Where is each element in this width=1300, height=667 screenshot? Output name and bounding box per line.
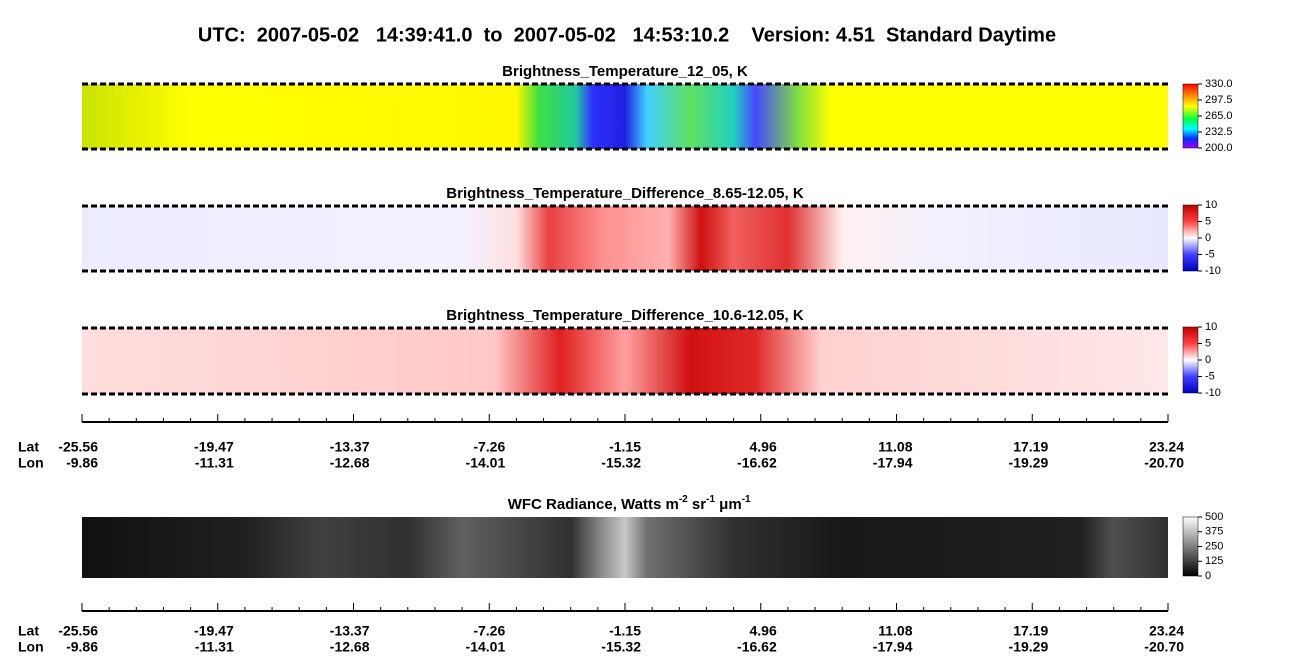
colorbar-label: 200.0 xyxy=(1205,142,1233,154)
colorbar-label: 10 xyxy=(1205,321,1217,333)
lat-label: 17.19 xyxy=(1013,439,1048,455)
lat-label: 4.96 xyxy=(750,439,777,455)
lon-label: -14.01 xyxy=(466,455,506,471)
colorbar-label: -5 xyxy=(1205,370,1215,382)
axis-name: Lon xyxy=(18,639,44,655)
axis-name: Lon xyxy=(18,455,44,471)
title-part: μm xyxy=(715,496,742,513)
lon-label: -19.29 xyxy=(1009,639,1049,655)
lat-label: -19.47 xyxy=(194,623,234,639)
axis-name: Lat xyxy=(18,439,39,455)
colorbar xyxy=(1182,204,1199,272)
panel-title: WFC Radiance, Watts m-2 sr-1 μm-1 xyxy=(487,490,763,513)
lon-label: -20.70 xyxy=(1144,639,1184,655)
swath-image xyxy=(82,206,1168,271)
lon-label: -12.68 xyxy=(330,639,370,655)
axis-name: Lat xyxy=(18,623,39,639)
lat-label: 23.24 xyxy=(1149,439,1184,455)
lon-label: -9.86 xyxy=(66,455,98,471)
superscript: -2 xyxy=(679,494,688,505)
lon-label: -15.32 xyxy=(601,455,641,471)
lat-label: -13.37 xyxy=(330,439,370,455)
swath-image xyxy=(82,517,1168,578)
swath-image xyxy=(82,328,1168,394)
colorbar xyxy=(1182,83,1199,149)
lat-label: -19.47 xyxy=(194,439,234,455)
panel-title: Brightness_Temperature_Difference_8.65-1… xyxy=(446,185,804,202)
lat-label: -25.56 xyxy=(58,439,98,455)
colorbar-label: 0 xyxy=(1205,570,1211,582)
colorbar-label: -10 xyxy=(1205,265,1221,277)
lon-label: -11.31 xyxy=(195,639,234,655)
lat-label: 11.08 xyxy=(878,439,912,455)
lat-label: 11.08 xyxy=(878,623,912,639)
colorbar-label: 297.5 xyxy=(1205,94,1233,106)
lat-label: -7.26 xyxy=(473,439,505,455)
lat-label: 23.24 xyxy=(1149,623,1184,639)
lat-label: -25.56 xyxy=(58,623,98,639)
colorbar-label: 500 xyxy=(1205,511,1223,523)
colorbar-label: 250 xyxy=(1205,540,1223,552)
colorbar-label: 0 xyxy=(1205,232,1211,244)
colorbar-label: 330.0 xyxy=(1205,78,1233,90)
panel-title: Brightness_Temperature_Difference_10.6-1… xyxy=(446,307,804,324)
colorbar xyxy=(1182,326,1199,394)
swath-image xyxy=(82,84,1168,149)
title-part: sr xyxy=(688,496,707,513)
colorbar-label: 5 xyxy=(1205,337,1211,349)
lat-label: -1.15 xyxy=(609,439,641,455)
lat-label: 17.19 xyxy=(1013,623,1048,639)
superscript: -1 xyxy=(742,494,751,505)
lon-label: -16.62 xyxy=(737,455,777,471)
colorbar-label: 265.0 xyxy=(1205,110,1233,122)
colorbar-label: -5 xyxy=(1205,248,1215,260)
lat-label: 4.96 xyxy=(750,623,777,639)
lon-label: -11.31 xyxy=(195,455,234,471)
lon-label: -9.86 xyxy=(66,639,98,655)
colorbar-label: 10 xyxy=(1205,199,1217,211)
colorbar-label: 5 xyxy=(1205,215,1211,227)
lat-label: -1.15 xyxy=(609,623,641,639)
figure-title: UTC: 2007-05-02 14:39:41.0 to 2007-05-02… xyxy=(198,24,1056,46)
lon-label: -20.70 xyxy=(1144,455,1184,471)
swath-edges xyxy=(82,82,1168,396)
colorbar-label: 0 xyxy=(1205,354,1211,366)
lon-label: -17.94 xyxy=(873,455,913,471)
lon-label: -15.32 xyxy=(601,639,641,655)
lon-label: -12.68 xyxy=(330,455,370,471)
superscript: -1 xyxy=(706,494,715,505)
panel-title: Brightness_Temperature_12_05, K xyxy=(502,63,748,80)
lon-label: -14.01 xyxy=(466,639,506,655)
lon-label: -17.94 xyxy=(873,639,913,655)
colorbar-label: 375 xyxy=(1205,526,1223,538)
lat-label: -7.26 xyxy=(473,623,505,639)
colorbar xyxy=(1182,516,1199,577)
lat-label: -13.37 xyxy=(330,623,370,639)
lon-label: -19.29 xyxy=(1009,455,1049,471)
colorbar-label: -10 xyxy=(1205,387,1221,399)
colorbar-label: 125 xyxy=(1205,555,1223,567)
title-part: WFC Radiance, Watts m xyxy=(508,496,679,513)
lon-label: -16.62 xyxy=(737,639,777,655)
colorbar-label: 232.5 xyxy=(1205,126,1233,138)
